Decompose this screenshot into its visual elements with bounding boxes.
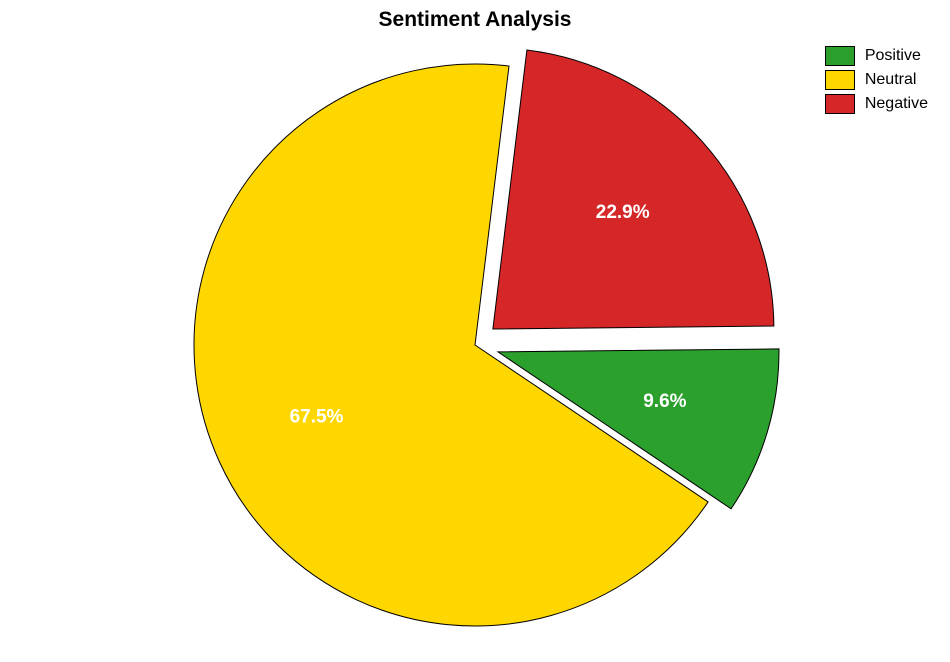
legend-label-negative: Negative bbox=[865, 95, 928, 113]
legend-label-positive: Positive bbox=[865, 47, 921, 65]
legend-item-neutral: Neutral bbox=[825, 70, 928, 90]
pie-label-negative: 22.9% bbox=[596, 202, 650, 223]
legend-label-neutral: Neutral bbox=[865, 71, 917, 89]
sentiment-pie-chart: Sentiment Analysis 22.9%9.6%67.5% Positi… bbox=[0, 0, 950, 662]
legend-item-negative: Negative bbox=[825, 94, 928, 114]
pie-slice-negative bbox=[493, 50, 774, 329]
legend-swatch-positive bbox=[825, 46, 855, 66]
legend-item-positive: Positive bbox=[825, 46, 928, 66]
legend-swatch-negative bbox=[825, 94, 855, 114]
legend: Positive Neutral Negative bbox=[825, 46, 928, 118]
pie-label-positive: 9.6% bbox=[643, 391, 686, 412]
pie-svg: 22.9% 9.6% 67.5% bbox=[0, 0, 950, 662]
legend-swatch-neutral bbox=[825, 70, 855, 90]
pie-label-neutral: 67.5% bbox=[290, 406, 344, 427]
